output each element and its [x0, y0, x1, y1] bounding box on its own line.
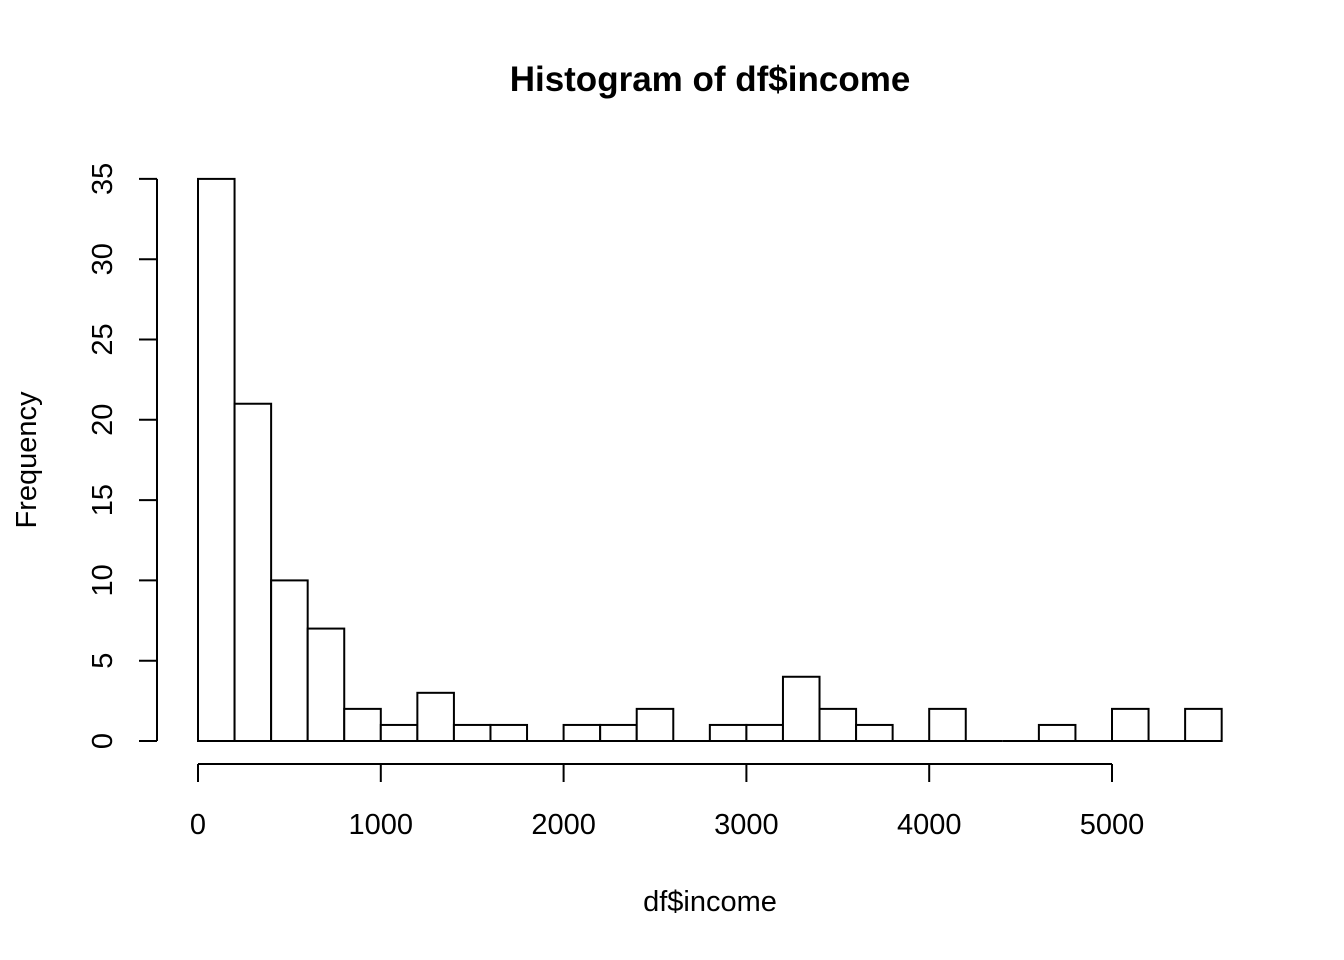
bars-group	[197, 177, 1223, 743]
x-tick-label: 0	[190, 809, 206, 841]
chart-title: Histogram of df$income	[510, 60, 911, 99]
histogram-bar	[1184, 707, 1223, 743]
y-tick-label: 0	[87, 733, 119, 749]
histogram-bar	[745, 723, 784, 743]
x-tick-label: 1000	[349, 809, 414, 841]
histogram-bar	[379, 723, 419, 743]
histogram-bar	[1111, 707, 1150, 743]
histogram-bar	[708, 723, 748, 743]
y-tick-label: 5	[87, 653, 119, 669]
histogram-bar	[233, 402, 273, 742]
y-tick-label: 30	[87, 243, 119, 275]
histogram-bar	[1037, 723, 1077, 743]
x-tick-label: 2000	[531, 809, 596, 841]
x-tick-label: 4000	[897, 809, 962, 841]
histogram-bar	[416, 691, 455, 743]
histogram-bar	[452, 723, 492, 743]
histogram-bar	[635, 707, 675, 743]
y-axis-label: Frequency	[11, 391, 43, 529]
y-axis: 0 5 10 15 20 25 30 35	[87, 163, 158, 749]
y-tick-label: 25	[87, 323, 119, 355]
y-tick-label: 35	[87, 163, 119, 195]
x-axis: 0 1000 2000 3000 4000 5000	[190, 763, 1145, 841]
histogram-bar	[928, 707, 967, 743]
histogram-bar	[489, 723, 529, 743]
y-tick-label: 15	[87, 484, 119, 516]
x-axis-label: df$income	[643, 886, 777, 918]
histogram-bar	[599, 723, 638, 743]
y-tick-label: 20	[87, 404, 119, 436]
x-tick-label: 5000	[1080, 809, 1145, 841]
y-tick-label: 10	[87, 564, 119, 596]
histogram-bar	[306, 627, 346, 743]
x-tick-label: 3000	[714, 809, 779, 841]
histogram-bar	[270, 579, 309, 743]
histogram-bar	[818, 707, 858, 743]
histogram-bar	[781, 675, 821, 743]
histogram-bar	[197, 177, 236, 742]
histogram-bar	[343, 707, 382, 743]
histogram-bar	[855, 723, 894, 743]
histogram-bar	[562, 723, 602, 743]
